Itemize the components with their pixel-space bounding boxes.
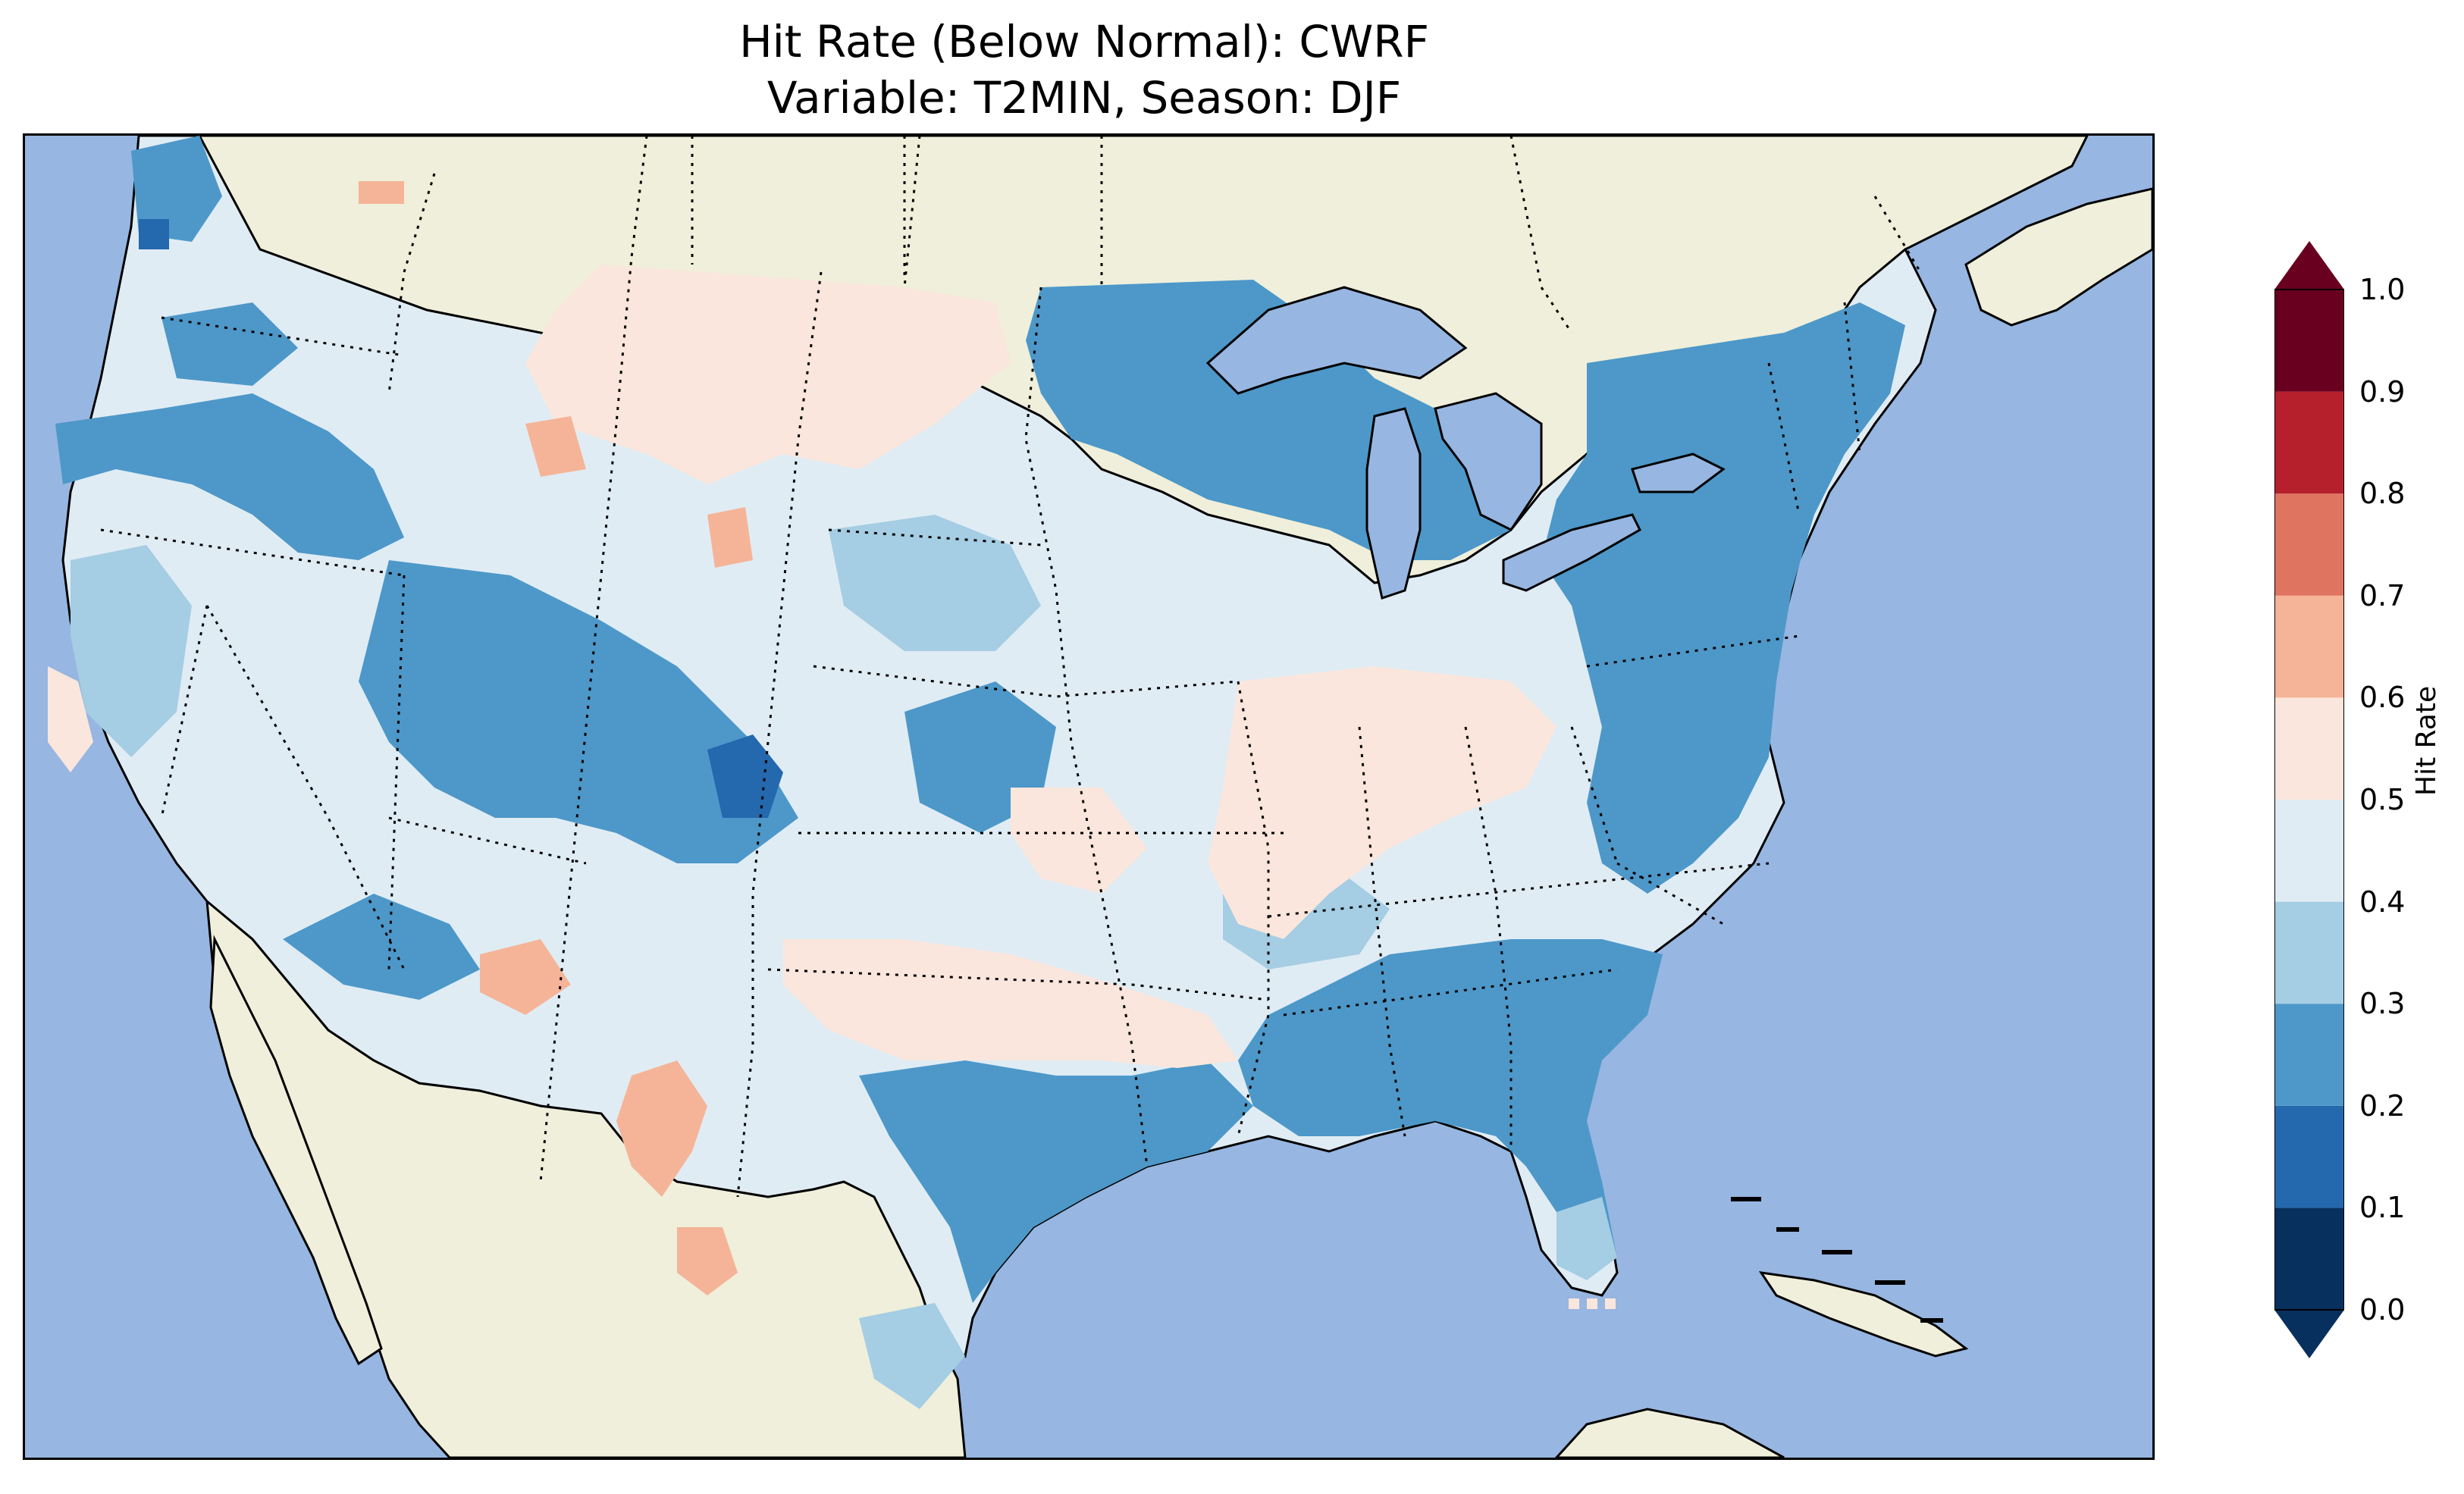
colorbar-tick-label: 0.3 <box>2359 987 2406 1021</box>
colorbar-bin <box>2274 595 2344 698</box>
title-line-2: Variable: T2MIN, Season: DJF <box>766 72 1402 124</box>
florida-keys <box>1569 1298 1616 1309</box>
colorbar-bin <box>2274 800 2344 902</box>
map-panel <box>23 133 2155 1460</box>
colorbar-tick-label: 0.5 <box>2359 783 2406 816</box>
colorbar-bin <box>2274 493 2344 596</box>
great-lakes <box>1205 286 1726 600</box>
state-borders <box>100 136 1861 1198</box>
colorbar-tick-label: 0.9 <box>2359 374 2406 409</box>
map-title: Hit Rate (Below Normal): CWRF Variable: … <box>23 14 2146 126</box>
colorbar-tick-label: 0.4 <box>2359 885 2406 919</box>
colorbar-label: Hit Rate <box>2411 685 2442 796</box>
colorbar-bin <box>2274 290 2344 392</box>
colorbar-outline <box>2274 289 2344 1311</box>
canada-borders <box>691 136 1922 334</box>
colorbar-extend-top <box>2274 241 2344 290</box>
cuba-land <box>1758 1271 1969 1358</box>
hitrate-0.6-0.7-regions <box>359 181 753 1295</box>
colorbar-bin <box>2274 1105 2344 1208</box>
colorbar-tick-label: 0.6 <box>2359 681 2406 715</box>
lake-michigan <box>1365 407 1422 600</box>
colorbar <box>2274 241 2344 1358</box>
lake-superior <box>1205 286 1468 395</box>
colorbar-bin <box>2274 1207 2344 1310</box>
colorbar-bin <box>2274 391 2344 494</box>
bahamas-islands <box>1731 1197 1943 1323</box>
hitrate-0.5-0.6-regions <box>48 265 1556 1068</box>
colorbar-tick-label: 1.0 <box>2359 273 2406 306</box>
colorbar-extend-bottom <box>2274 1310 2344 1358</box>
colorbar-tick-label: 0.8 <box>2359 477 2406 511</box>
maritime-land <box>1964 187 2152 327</box>
colorbar-bin <box>2274 697 2344 800</box>
colorbar-tick-label: 0.1 <box>2359 1191 2406 1225</box>
colorbar-tick-label: 0.0 <box>2359 1293 2406 1326</box>
hitrate-0.1-0.2-regions <box>139 219 783 818</box>
colorbar-bins <box>2274 290 2344 1310</box>
map-canvas <box>25 136 2152 1458</box>
colorbar-bin <box>2274 1004 2344 1106</box>
colorbar-bin <box>2274 901 2344 1004</box>
baja-land <box>209 935 383 1366</box>
lake-ontario <box>1631 453 1726 493</box>
colorbar-tick-label: 0.2 <box>2359 1088 2406 1123</box>
lake-erie <box>1502 513 1641 592</box>
colorbar-tick-label: 0.7 <box>2359 578 2406 612</box>
yucatan-land <box>1554 1408 1785 1458</box>
lake-huron <box>1434 392 1543 531</box>
title-line-1: Hit Rate (Below Normal): CWRF <box>739 16 1429 67</box>
